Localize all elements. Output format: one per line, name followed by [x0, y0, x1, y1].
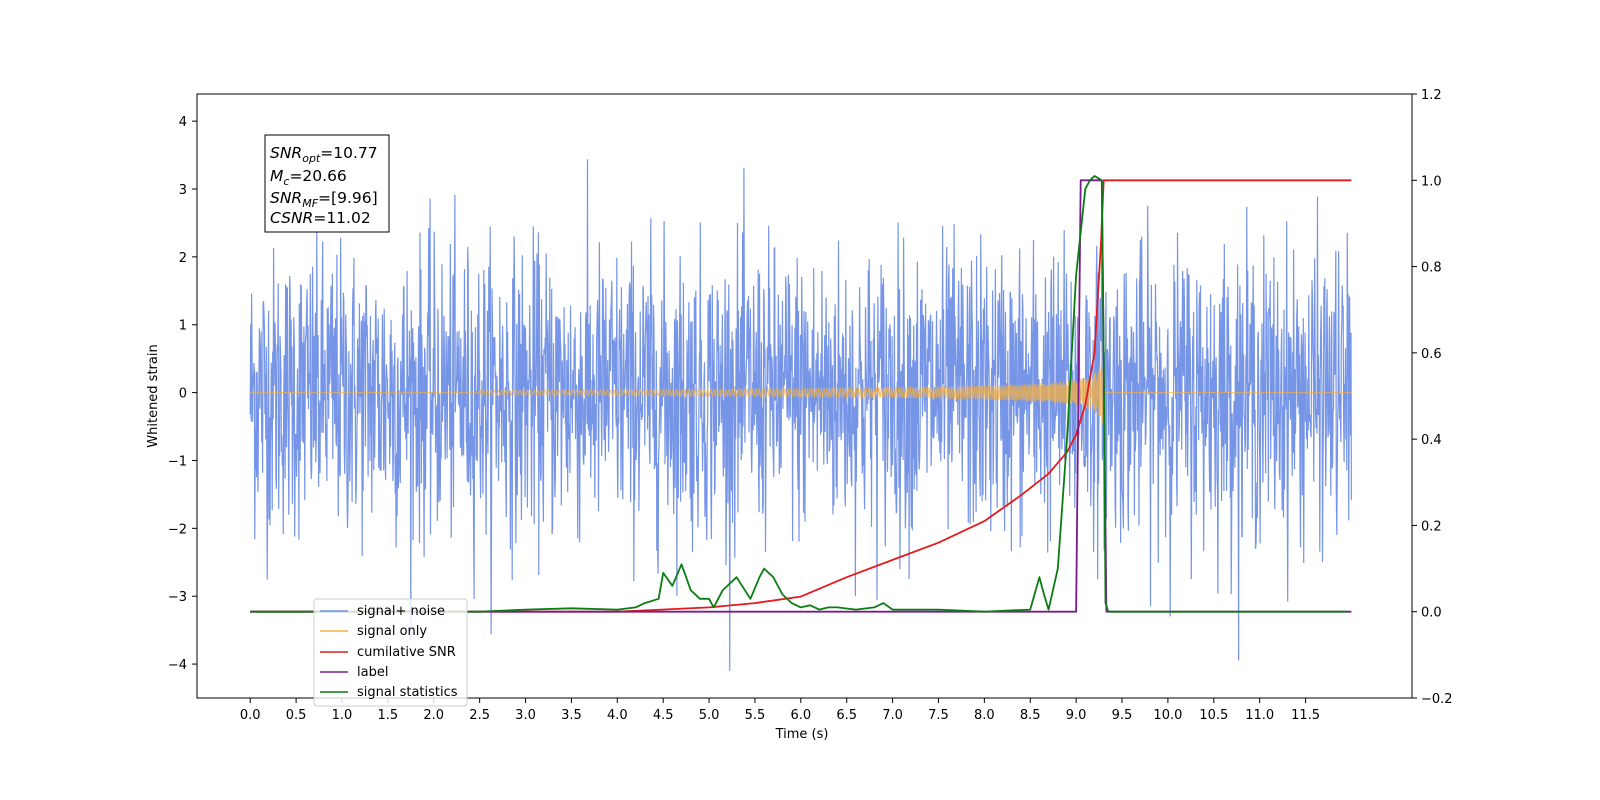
x-tick-label: 1.0 [332, 708, 353, 723]
legend-label-cumulative-snr: cumilative SNR [357, 645, 456, 660]
x-tick-label: 3.5 [561, 708, 582, 723]
plot-frame [196, 93, 1413, 699]
mc-text: Mc=20.66 [270, 167, 347, 188]
y-tick-label-right: 0.0 [1421, 606, 1442, 621]
y-axis-label: Whitened strain [146, 344, 161, 447]
noise-line [249, 159, 1352, 671]
y-tick-label-right: 0.8 [1421, 261, 1442, 276]
y-tick-label-right: 1.0 [1421, 174, 1442, 189]
x-tick-label: 11.5 [1291, 708, 1320, 723]
legend-label-signal-statistics: signal statistics [357, 685, 458, 700]
y-tick-label-right: 0.4 [1421, 433, 1442, 448]
y-tick-label-left: 2 [179, 251, 187, 266]
x-tick-label: 10.5 [1199, 708, 1228, 723]
legend-label-signal-noise: signal+ noise [357, 604, 445, 619]
x-tick-label: 3.0 [515, 708, 536, 723]
x-tick-label: 4.0 [607, 708, 628, 723]
x-tick-label: 6.5 [836, 708, 857, 723]
x-tick-label: 8.0 [974, 708, 995, 723]
y-tick-label-right: 1.2 [1421, 88, 1442, 103]
x-tick-label: 11.0 [1245, 708, 1274, 723]
x-tick-label: 2.5 [469, 708, 490, 723]
x-tick-label: 0.0 [240, 708, 261, 723]
y-tick-label-left: 0 [179, 387, 187, 402]
y-tick-label-right: 0.6 [1421, 347, 1442, 362]
line-series-layer [250, 175, 1352, 613]
y-tick-label-right: 0.2 [1421, 519, 1442, 534]
y-axis-right: 1.2 1.0 0.8 0.6 0.4 0.2 0.0 −0.2 [1412, 88, 1453, 707]
y-tick-label-left: 1 [179, 319, 187, 334]
x-tick-label: 1.5 [378, 708, 399, 723]
y-tick-label-left: −2 [168, 522, 187, 537]
cumulative-snr-line [250, 179, 1352, 613]
signal-statistics-line [250, 175, 1347, 613]
x-tick-label: 5.5 [745, 708, 766, 723]
x-tick-label: 7.0 [882, 708, 903, 723]
legend-label-label: label [357, 665, 388, 680]
y-tick-label-right: −0.2 [1421, 692, 1453, 707]
x-tick-label: 9.5 [1112, 708, 1133, 723]
y-tick-label-left: 3 [179, 183, 187, 198]
csnr-text: CSNR=11.02 [270, 209, 371, 227]
x-tick-label: 6.0 [790, 708, 811, 723]
y-tick-label-left: −4 [168, 658, 187, 673]
snr-opt-text: SNRopt=10.77 [270, 144, 378, 165]
annotation-box: SNRopt=10.77 Mc=20.66 SNRMF=[9.96] CSNR=… [264, 134, 390, 233]
signal-plus-noise-series [249, 159, 1352, 671]
x-tick-label: 10.0 [1153, 708, 1182, 723]
x-tick-label: 9.0 [1066, 708, 1087, 723]
x-axis: 0.0 0.5 1.0 1.5 2.0 2.5 3.0 3.5 4.0 4.5 5.0 5.5 6.0 6… [240, 698, 1320, 723]
y-axis-left: 4 3 2 1 0 −1 −2 −3 −4 [168, 115, 197, 673]
signal-only-series [250, 364, 1352, 424]
x-axis-label: Time (s) [775, 727, 829, 742]
snr-mf-text: SNRMF=[9.96] [270, 189, 378, 210]
x-tick-label: 0.5 [286, 708, 307, 723]
signal-only-line [250, 364, 1352, 424]
y-tick-label-left: 4 [179, 115, 187, 130]
legend: signal+ noise signal only cumilative SNR… [313, 598, 468, 707]
y-tick-label-left: −3 [168, 590, 187, 605]
x-tick-label: 5.0 [699, 708, 720, 723]
legend-label-signal-only: signal only [357, 624, 427, 639]
y-tick-label-left: −1 [168, 454, 187, 469]
x-tick-label: 7.5 [928, 708, 949, 723]
x-tick-label: 2.0 [423, 708, 444, 723]
x-tick-label: 4.5 [653, 708, 674, 723]
x-tick-label: 8.5 [1020, 708, 1041, 723]
